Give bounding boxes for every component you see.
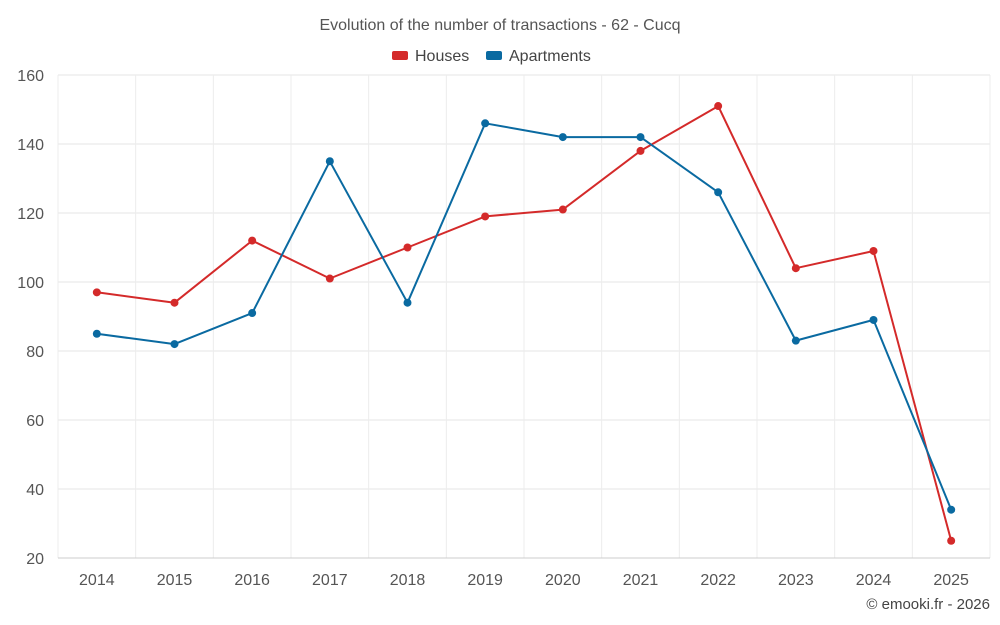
grid	[57, 74, 991, 559]
data-point-apartments-2022[interactable]	[714, 188, 723, 197]
x-tick-label-2019: 2019	[467, 572, 503, 589]
data-point-apartments-2014[interactable]	[92, 329, 101, 338]
y-tick-label: 60	[26, 413, 44, 430]
data-point-apartments-2015[interactable]	[170, 340, 179, 349]
data-point-apartments-2016[interactable]	[248, 309, 257, 318]
x-axis: 2014 2015 2016 2017 2018 2019 2020 2021 2022 2023…	[58, 557, 990, 589]
x-tick-label-2021: 2021	[623, 572, 659, 589]
credit-text: © emooki.fr - 2026	[866, 596, 990, 613]
y-tick-label: 120	[17, 206, 44, 223]
data-point-houses-2019[interactable]	[481, 212, 490, 221]
data-point-houses-2015[interactable]	[170, 298, 179, 307]
x-tick-label-2018: 2018	[390, 572, 426, 589]
y-tick-label: 20	[26, 551, 44, 568]
x-tick-label-2024: 2024	[856, 572, 892, 589]
series-line-apartments	[96, 122, 953, 511]
x-tick-label-2020: 2020	[545, 572, 581, 589]
data-point-apartments-2024[interactable]	[869, 315, 878, 324]
x-tick-label-2022: 2022	[700, 572, 736, 589]
legend-label-apartments: Apartments	[509, 48, 591, 65]
x-tick-label-2023: 2023	[778, 572, 814, 589]
data-point-houses-2018[interactable]	[403, 243, 412, 252]
legend-label-houses: Houses	[415, 48, 469, 65]
data-point-apartments-2021[interactable]	[636, 133, 645, 142]
data-point-houses-2024[interactable]	[869, 246, 878, 255]
y-axis: 20 40 60 80 100 120 140 160	[17, 68, 44, 568]
data-point-houses-2025[interactable]	[947, 536, 956, 545]
legend-item-apartments[interactable]: Apartments	[486, 48, 591, 65]
series-group	[92, 102, 956, 545]
x-tick-label-2014: 2014	[79, 572, 115, 589]
data-point-apartments-2025[interactable]	[947, 505, 956, 514]
chart-title: Evolution of the number of transactions …	[319, 17, 680, 34]
data-point-houses-2021[interactable]	[636, 146, 645, 155]
data-point-houses-2016[interactable]	[248, 236, 257, 245]
x-tick-label-2017: 2017	[312, 572, 348, 589]
data-point-houses-2014[interactable]	[92, 288, 101, 297]
y-tick-label: 80	[26, 344, 44, 361]
y-tick-label: 140	[17, 137, 44, 154]
data-point-apartments-2020[interactable]	[558, 133, 567, 142]
data-point-houses-2020[interactable]	[558, 205, 567, 214]
data-point-apartments-2018[interactable]	[403, 298, 412, 307]
series-line-houses	[96, 105, 953, 542]
y-tick-label: 160	[17, 68, 44, 85]
legend-swatch-apartments	[486, 51, 502, 60]
legend-item-houses[interactable]: Houses	[392, 48, 469, 65]
y-tick-label: 100	[17, 275, 44, 292]
legend-swatch-houses	[392, 51, 408, 60]
legend: Houses Apartments	[392, 48, 591, 65]
y-tick-label: 40	[26, 482, 44, 499]
x-tick-label-2025: 2025	[933, 572, 969, 589]
data-point-apartments-2019[interactable]	[481, 119, 490, 128]
x-tick-label-2016: 2016	[234, 572, 270, 589]
x-tick-label-2015: 2015	[157, 572, 193, 589]
data-point-houses-2023[interactable]	[791, 264, 800, 273]
data-point-houses-2022[interactable]	[714, 102, 723, 111]
data-point-houses-2017[interactable]	[325, 274, 334, 283]
data-point-apartments-2017[interactable]	[325, 157, 334, 166]
data-point-apartments-2023[interactable]	[791, 336, 800, 345]
